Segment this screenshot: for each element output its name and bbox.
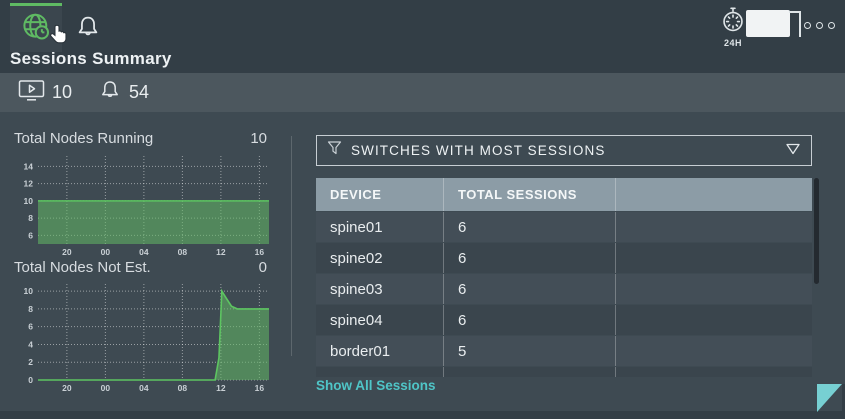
svg-text:8: 8 xyxy=(28,304,33,314)
filter-label: SWITCHES WITH MOST SESSIONS xyxy=(351,143,606,158)
svg-text:6: 6 xyxy=(28,322,33,332)
svg-text:04: 04 xyxy=(139,247,149,256)
nodes-running-chart: 6 8 10 12 14 20 00 04 08 12 16 xyxy=(24,156,269,256)
svg-text:00: 00 xyxy=(101,247,111,256)
table-row[interactable]: spine03 6 xyxy=(316,274,812,304)
table-row[interactable]: spine01 6 xyxy=(316,212,812,242)
svg-text:14: 14 xyxy=(24,161,34,171)
svg-text:08: 08 xyxy=(178,383,188,392)
sessions-cell: 6 xyxy=(444,274,616,304)
svg-text:16: 16 xyxy=(255,383,265,392)
svg-text:6: 6 xyxy=(28,230,33,240)
card-bottom-edge xyxy=(0,411,845,419)
card-header xyxy=(0,0,845,73)
globe-clock-icon xyxy=(20,11,52,48)
show-all-sessions-link[interactable]: Show All Sessions xyxy=(316,378,436,393)
device-cell: spine04 xyxy=(316,305,444,335)
table-header: DEVICE TOTAL SESSIONS xyxy=(316,178,812,211)
chart-value: 10 xyxy=(250,130,267,147)
svg-text:16: 16 xyxy=(255,247,265,256)
ellipsis-dot xyxy=(804,22,811,29)
nodes-not-est-chart: 0 2 4 6 8 10 20 00 04 08 12 16 xyxy=(24,284,269,392)
empty-cell xyxy=(616,212,812,242)
tab-sessions[interactable] xyxy=(10,3,62,52)
sessions-cell: 6 xyxy=(444,212,616,242)
bell-icon xyxy=(74,13,102,46)
col-total-sessions: TOTAL SESSIONS xyxy=(444,178,616,211)
empty-cell xyxy=(616,305,812,335)
sessions-filter-dropdown[interactable]: SWITCHES WITH MOST SESSIONS xyxy=(316,135,812,166)
svg-text:20: 20 xyxy=(62,383,72,392)
svg-text:00: 00 xyxy=(101,383,111,392)
monitor-play-icon xyxy=(18,79,45,107)
svg-text:12: 12 xyxy=(216,247,226,256)
device-cell: border01 xyxy=(316,336,444,366)
device-cell: spine03 xyxy=(316,274,444,304)
svg-text:08: 08 xyxy=(178,247,188,256)
col-empty xyxy=(616,178,812,211)
table-row[interactable]: border01 5 xyxy=(316,336,812,366)
funnel-icon xyxy=(327,141,342,160)
chart2-title-row: Total Nodes Not Est. 0 xyxy=(14,259,267,276)
ellipsis-menu[interactable] xyxy=(804,22,835,29)
sessions-cell: 6 xyxy=(444,243,616,273)
svg-text:2: 2 xyxy=(28,357,33,367)
ellipsis-dot xyxy=(828,22,835,29)
empty-cell xyxy=(616,274,812,304)
sessions-panel: SWITCHES WITH MOST SESSIONS DEVICE TOTAL… xyxy=(316,135,819,405)
triangle-down-icon xyxy=(785,142,801,160)
table-body: spine01 6 spine02 6 spine03 6 spine04 6 border01… xyxy=(316,212,812,377)
nodes-count: 10 xyxy=(52,82,73,102)
card-size-selected[interactable] xyxy=(746,10,790,37)
device-cell: spine02 xyxy=(316,243,444,273)
sessions-cell: 6 xyxy=(444,305,616,335)
chart-title: Total Nodes Running xyxy=(14,130,154,147)
ellipsis-dot xyxy=(816,22,823,29)
card-resize-handle[interactable] xyxy=(817,384,843,417)
table-scrollbar[interactable] xyxy=(814,178,819,284)
bell-icon xyxy=(98,78,122,107)
page-title: Sessions Summary xyxy=(10,49,172,68)
chart-value: 0 xyxy=(258,259,267,276)
tab-alerts[interactable] xyxy=(66,8,110,50)
device-cell: spine01 xyxy=(316,212,444,242)
card-corner-edge xyxy=(842,384,845,411)
svg-text:12: 12 xyxy=(216,383,226,392)
empty-cell xyxy=(616,336,812,366)
svg-text:04: 04 xyxy=(139,383,149,392)
svg-text:0: 0 xyxy=(28,375,33,385)
summary-bar: 10 54 xyxy=(0,73,845,112)
col-device: DEVICE xyxy=(316,178,444,211)
card-size-larger-icon[interactable] xyxy=(789,11,801,37)
svg-text:10: 10 xyxy=(24,196,34,206)
svg-text:8: 8 xyxy=(28,213,33,223)
chart1-title-row: Total Nodes Running 10 xyxy=(14,130,267,147)
sessions-table: DEVICE TOTAL SESSIONS spine01 6 spine02 6 sp… xyxy=(316,178,812,377)
time-range-label: 24H xyxy=(723,38,742,48)
empty-cell xyxy=(616,243,812,273)
svg-text:10: 10 xyxy=(24,286,34,296)
table-row-clipped[interactable] xyxy=(316,367,812,377)
svg-text:4: 4 xyxy=(28,339,33,349)
panel-divider xyxy=(291,136,292,356)
sessions-cell: 5 xyxy=(444,336,616,366)
svg-text:12: 12 xyxy=(24,179,34,189)
hand-pointer-cursor xyxy=(48,24,70,51)
table-row[interactable]: spine02 6 xyxy=(316,243,812,273)
alarms-count: 54 xyxy=(129,82,150,102)
svg-text:20: 20 xyxy=(62,247,72,256)
table-row[interactable]: spine04 6 xyxy=(316,305,812,335)
stopwatch-icon[interactable] xyxy=(720,7,746,40)
chart-title: Total Nodes Not Est. xyxy=(14,259,151,276)
